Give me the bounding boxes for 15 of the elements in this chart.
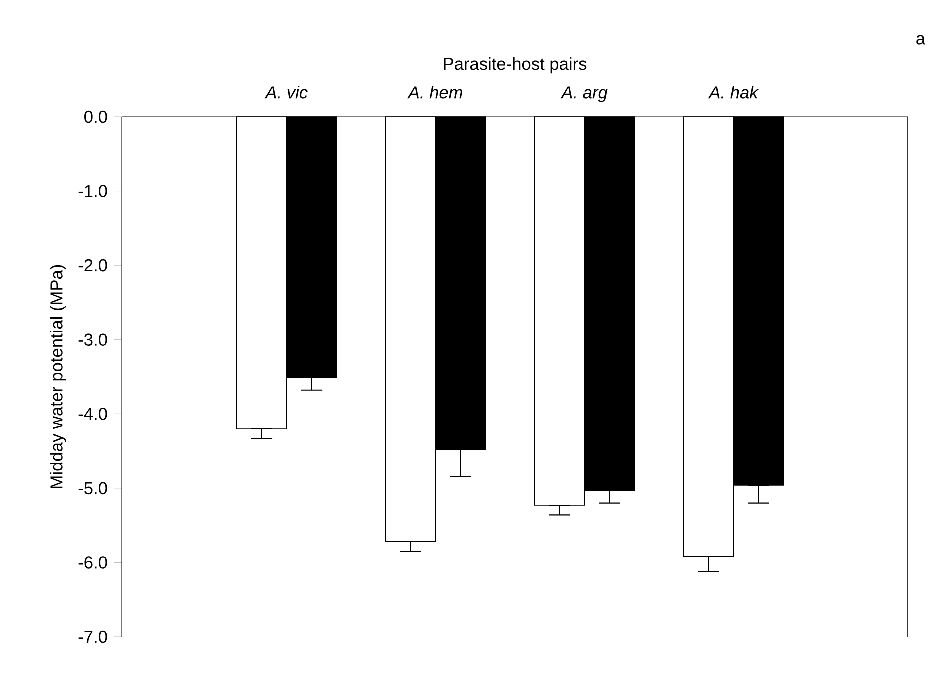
y-axis-title: Midday water potential (MPa) — [50, 265, 66, 488]
x-tick-label: A. arg — [560, 86, 608, 102]
text: a — [916, 35, 926, 45]
y-tick-label: 0.0 — [84, 110, 108, 124]
y-tick-label: -2.0 — [78, 259, 108, 272]
y-tick-label: -6.0 — [78, 556, 108, 569]
y-tick-label: -5.0 — [78, 482, 108, 495]
chart-title: Parasite-host pairs — [444, 57, 587, 74]
y-tick-label: -4.0 — [78, 408, 108, 420]
y-tick-label: -1.0 — [78, 185, 108, 198]
y-tick-label: -3.0 — [78, 334, 108, 346]
x-tick-label: A. vic — [264, 86, 308, 99]
x-tick-label: A. hak — [708, 86, 760, 99]
x-tick-label: A. hem — [408, 86, 462, 99]
y-tick-label: -7.0 — [78, 630, 108, 644]
